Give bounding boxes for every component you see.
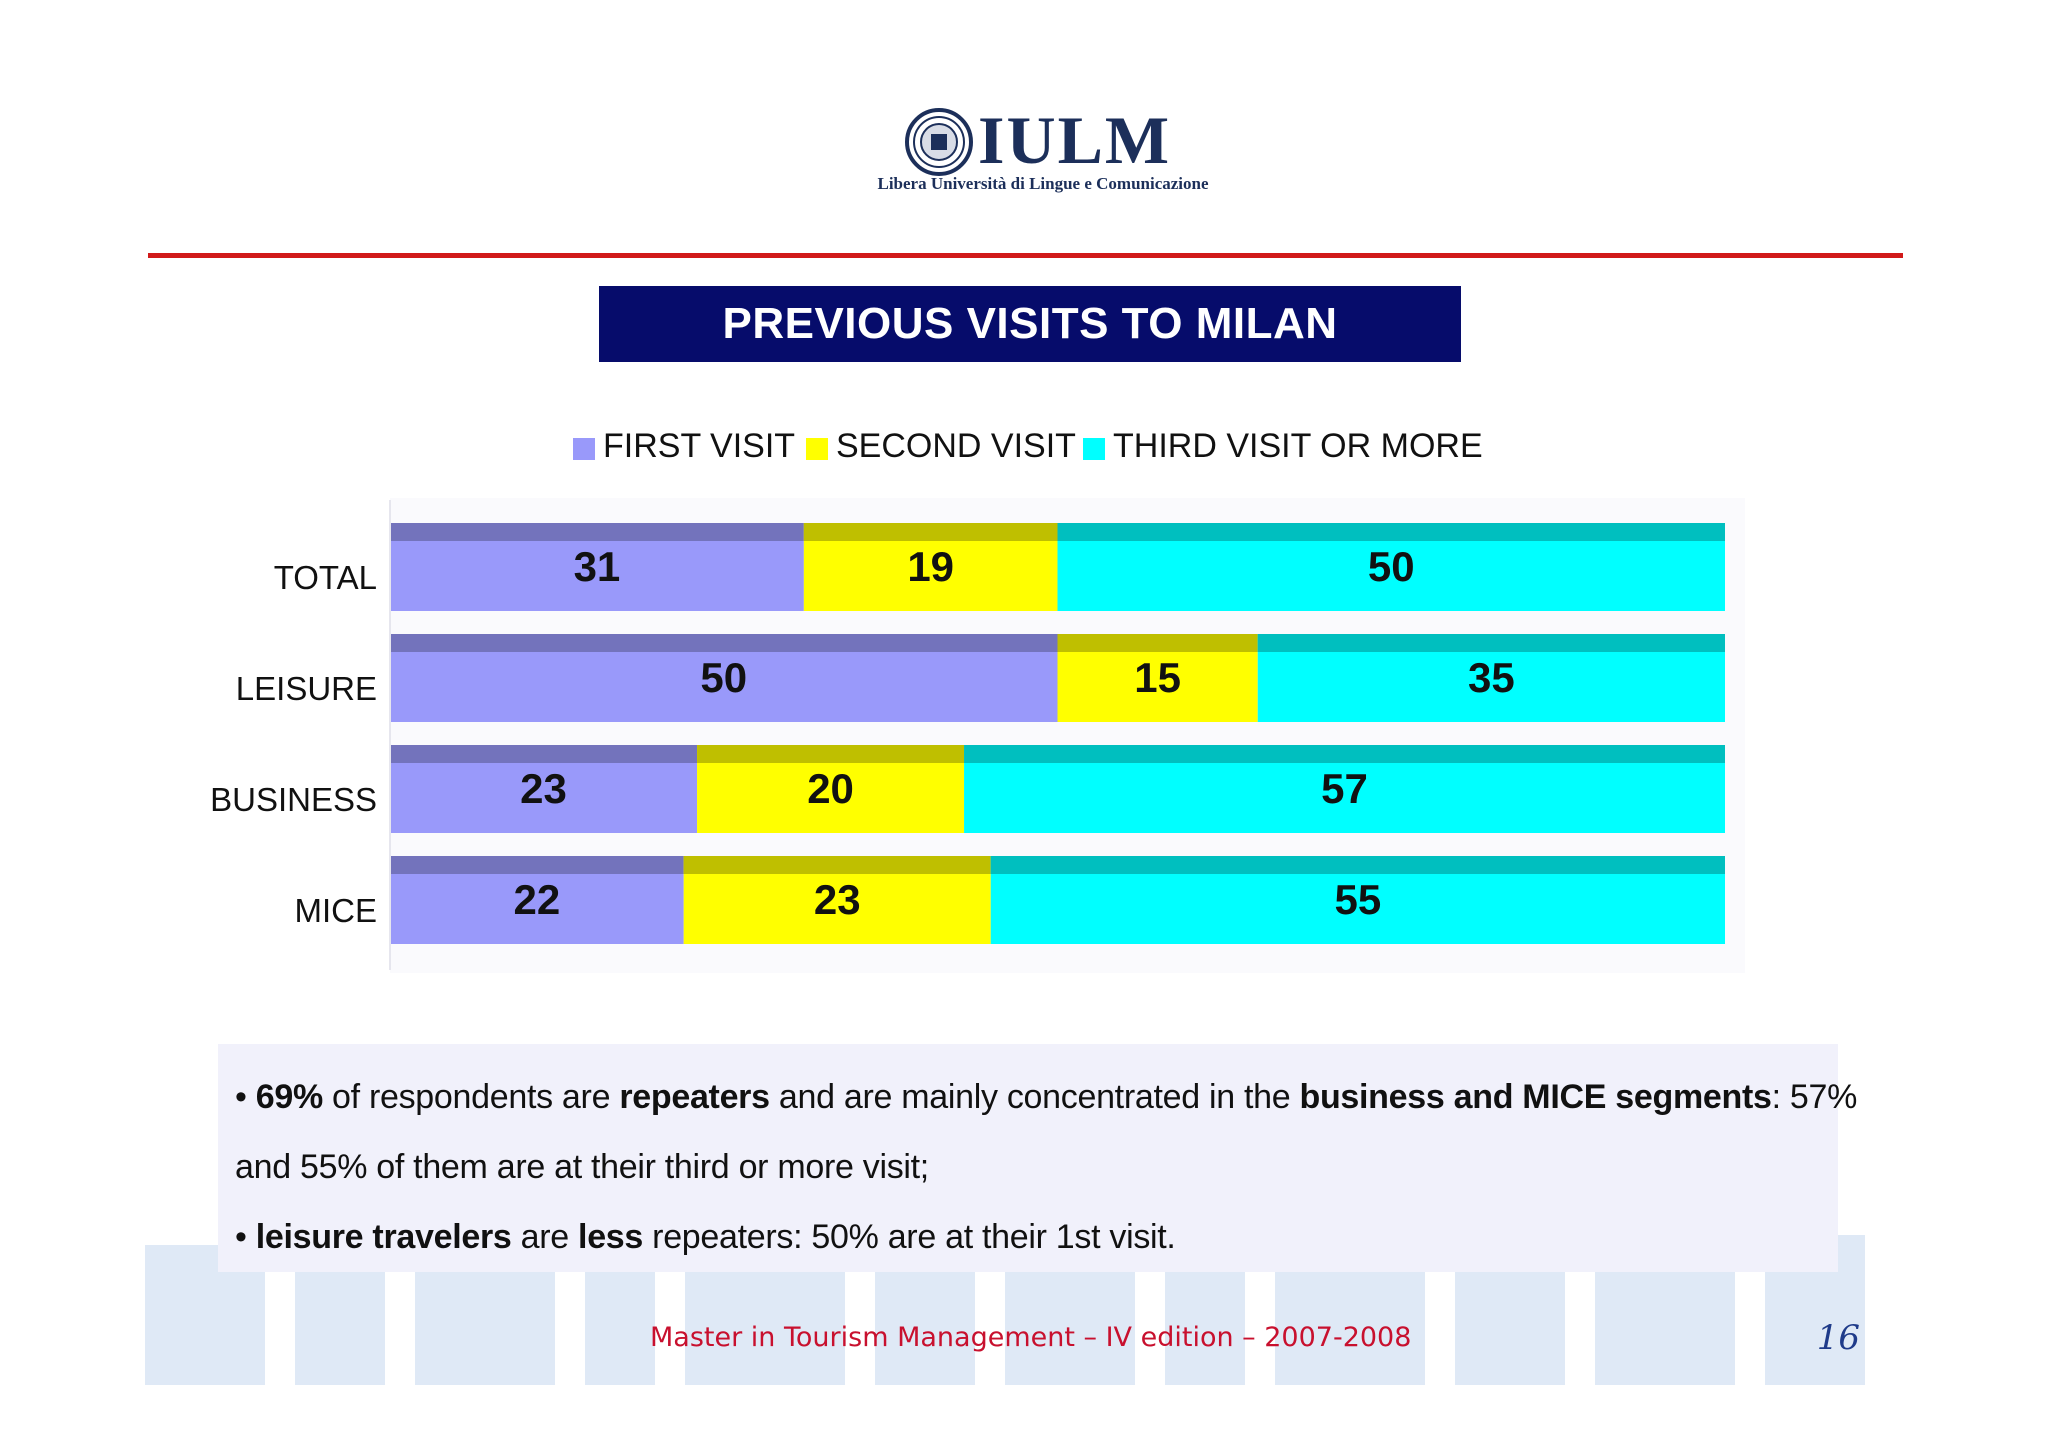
legend-label-first-visit: FIRST VISIT (603, 427, 795, 465)
data-label-total-first-visit: 31 (574, 543, 621, 590)
chart-bars: 31 19 50 50 15 35 23 20 57 22 23 55 (389, 500, 1725, 970)
data-label-total-second-visit: 19 (907, 543, 954, 590)
iulm-logo: IULM Libera Università di Lingue e Comun… (860, 100, 1220, 200)
legend-swatch-first-visit (573, 438, 595, 460)
bar-cap-total-third-visit-or-more (1057, 523, 1725, 541)
data-label-mice-second-visit: 23 (814, 876, 861, 923)
footer-text: Master in Tourism Management – IV editio… (650, 1322, 1412, 1353)
slide-title: PREVIOUS VISITS TO MILAN (599, 286, 1461, 362)
logo-subtitle: Libera Università di Lingue e Comunicazi… (877, 174, 1209, 193)
category-label-business: BUSINESS (210, 781, 377, 818)
note-line-2: and 55% of them are at their third or mo… (235, 1148, 929, 1186)
data-label-leisure-second-visit: 15 (1134, 654, 1181, 701)
bar-cap-total-first-visit (390, 523, 804, 541)
legend-label-third-visit-or-more: THIRD VISIT OR MORE (1113, 427, 1483, 465)
bar-cap-business-second-visit (697, 745, 965, 763)
legend-swatch-second-visit (806, 438, 828, 460)
chart-legend: FIRST VISIT SECOND VISIT THIRD VISIT OR MO… (573, 427, 1483, 465)
data-label-leisure-first-visit: 50 (700, 654, 747, 701)
data-label-leisure-third-visit-or-more: 35 (1468, 654, 1515, 701)
page-number: 16 (1816, 1318, 1860, 1358)
legend-label-second-visit: SECOND VISIT (836, 427, 1076, 465)
category-label-leisure: LEISURE (236, 670, 377, 707)
data-label-mice-third-visit-or-more: 55 (1335, 876, 1382, 923)
bar-cap-leisure-third-visit-or-more (1257, 634, 1725, 652)
data-label-business-third-visit-or-more: 57 (1321, 765, 1368, 812)
bar-cap-mice-second-visit (683, 856, 991, 874)
note-line-1: • 69% of respondents are repeaters and a… (235, 1078, 1858, 1116)
data-label-business-second-visit: 20 (807, 765, 854, 812)
header-divider (148, 253, 1903, 258)
bar-cap-leisure-second-visit (1057, 634, 1258, 652)
category-labels: TOTAL LEISURE BUSINESS MICE (210, 559, 377, 929)
bar-cap-business-first-visit (390, 745, 698, 763)
logo-text: IULM (978, 102, 1172, 178)
data-label-mice-first-visit: 22 (513, 876, 560, 923)
legend-swatch-third-visit-or-more (1083, 438, 1105, 460)
category-label-total: TOTAL (274, 559, 377, 596)
notes-box: • 69% of respondents are repeaters and a… (218, 1044, 1857, 1272)
university-seal-icon (905, 108, 973, 176)
category-label-mice: MICE (295, 892, 378, 929)
note-line-3: • leisure travelers are less repeaters: … (235, 1218, 1176, 1256)
bar-cap-total-second-visit (803, 523, 1058, 541)
data-label-total-third-visit-or-more: 50 (1368, 543, 1415, 590)
bar-cap-leisure-first-visit (390, 634, 1058, 652)
bar-cap-mice-first-visit (390, 856, 684, 874)
bar-cap-mice-third-visit-or-more (990, 856, 1725, 874)
bar-cap-business-third-visit-or-more (964, 745, 1725, 763)
data-label-business-first-visit: 23 (520, 765, 567, 812)
